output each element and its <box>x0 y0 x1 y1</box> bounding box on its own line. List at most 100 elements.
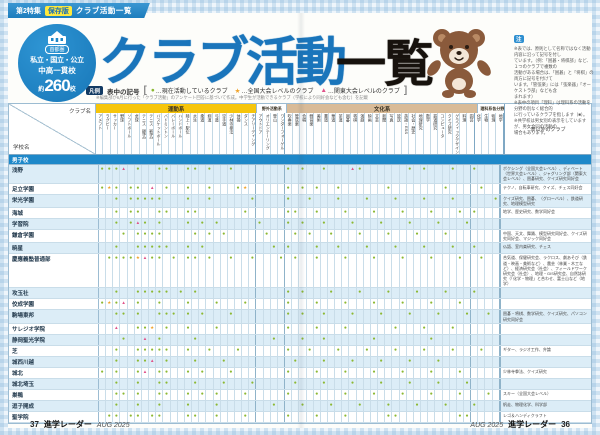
club-cell <box>357 367 364 378</box>
column-label: 華道 <box>329 113 337 154</box>
active-club-dot: ● <box>250 255 254 262</box>
club-cell <box>414 389 422 400</box>
club-cell <box>221 400 228 411</box>
club-cell <box>421 411 429 422</box>
club-cell: ● <box>385 183 393 194</box>
active-club-dot: ● <box>436 357 440 364</box>
active-club-dot: ● <box>322 379 326 386</box>
club-cell <box>249 229 257 243</box>
active-club-dot: ● <box>215 390 219 397</box>
active-club-dot: ● <box>351 379 355 386</box>
symbol-cells: ● ● ● ● ● ● ● ● ● ● ● ● ● ● ● ● ● <box>99 345 500 356</box>
club-cell <box>278 400 286 411</box>
active-club-dot: ● <box>401 208 405 215</box>
club-cell <box>328 378 336 389</box>
active-club-dot: ● <box>150 412 154 419</box>
club-cell <box>378 254 386 288</box>
club-cell <box>364 378 371 389</box>
club-cell <box>349 411 357 422</box>
active-club-dot: ● <box>172 255 176 262</box>
club-cell <box>485 288 493 299</box>
active-club-dot: ● <box>436 311 440 318</box>
corner-cell: クラブ名 学校名 <box>9 104 96 154</box>
club-cell <box>414 367 422 378</box>
club-cell: ● <box>307 194 314 207</box>
club-cell <box>249 367 257 378</box>
active-club-dot: ● <box>286 311 290 318</box>
column-label: 園芸 <box>467 113 475 154</box>
active-club-dot: ● <box>207 230 211 237</box>
club-cell <box>421 254 429 288</box>
club-cell <box>178 218 185 229</box>
club-cell <box>378 165 386 183</box>
club-cell: ● <box>342 411 350 422</box>
club-cell <box>349 400 357 411</box>
club-cell <box>206 243 214 254</box>
legend-item: ▲ …関東大会レベルのクラブ <box>320 86 399 95</box>
club-cell: ● <box>156 345 164 356</box>
active-club-dot: ● <box>164 368 168 375</box>
club-cell <box>485 183 493 194</box>
club-cell: ● <box>321 334 328 345</box>
national-level-star: ★ <box>107 300 112 306</box>
club-cell <box>199 229 207 243</box>
club-cell: ▲ <box>135 218 142 229</box>
table-row: サレジオ学院 ▲ ● ● ★ ● ● ● ● ● ● ● ● ● <box>9 323 591 335</box>
club-cell <box>163 194 171 207</box>
club-cell <box>435 207 443 218</box>
club-cell <box>328 243 336 254</box>
club-cell <box>335 323 343 334</box>
table-row: 城北埼玉 ● ● ● ● ● ● ● ● ● ● ● ● ● ● <box>9 378 591 390</box>
active-club-dot: ● <box>329 289 333 296</box>
club-cell: ● <box>156 288 164 299</box>
club-cell <box>256 323 264 334</box>
club-cell <box>214 194 221 207</box>
club-cell: ● <box>156 254 164 288</box>
club-cell <box>400 183 407 194</box>
table-row: 海城 ● ● ● ● ● ● ● ● ● ● ● ● ● ● ● ● ● 地学、歴史研究、数学同好会 <box>9 207 591 219</box>
club-cell <box>493 254 500 288</box>
club-cell <box>321 323 328 334</box>
club-cell: ● <box>428 334 436 345</box>
symbol-cells: ● ● ● ● ● ● ● ● ● ● ● ● ● ● ● ● ● <box>99 194 500 207</box>
club-cell <box>450 389 457 400</box>
active-club-dot: ● <box>250 195 254 202</box>
page-title: クラブ活動 <box>99 34 347 92</box>
club-cell <box>278 299 286 310</box>
column-label: 新聞 <box>380 113 388 154</box>
column-group-運動系: 運動系 <box>96 104 258 113</box>
triangle-symbol-icon: ▲ <box>320 87 327 94</box>
club-cell <box>106 194 114 207</box>
club-cell: ● <box>450 323 457 334</box>
club-cell: ● <box>113 288 121 299</box>
club-cell: ● <box>400 367 407 378</box>
club-cell <box>464 345 472 356</box>
active-club-dot: ● <box>479 255 483 262</box>
club-cell: ● <box>400 299 407 310</box>
active-club-dot: ● <box>207 346 211 353</box>
active-club-dot: ● <box>444 289 448 296</box>
club-cell <box>178 334 185 345</box>
club-cell <box>443 356 450 367</box>
club-cell <box>171 194 178 207</box>
club-cell: ● <box>450 243 457 254</box>
club-cell <box>371 323 379 334</box>
club-cell: ● <box>206 229 214 243</box>
club-cell <box>178 389 185 400</box>
club-cell <box>249 218 257 229</box>
table-row: 聖学院 ● ● ● ● ● ● ● ● ● ● ● ● ● ● ● ● ● レゴ＆ハンディクラフト <box>9 411 591 423</box>
club-cell <box>242 378 250 389</box>
active-club-dot: ● <box>150 244 154 251</box>
active-club-dot: ● <box>315 300 319 307</box>
club-cell <box>428 165 436 183</box>
club-cell <box>392 299 400 310</box>
club-cell <box>485 299 493 310</box>
club-cell: ● <box>271 334 278 345</box>
club-cell <box>371 345 379 356</box>
club-cell: ● <box>163 310 171 323</box>
column-label: アメフト <box>96 113 104 154</box>
club-cell <box>171 367 178 378</box>
club-cell <box>378 334 386 345</box>
club-cell <box>163 334 171 345</box>
club-cell <box>235 194 243 207</box>
